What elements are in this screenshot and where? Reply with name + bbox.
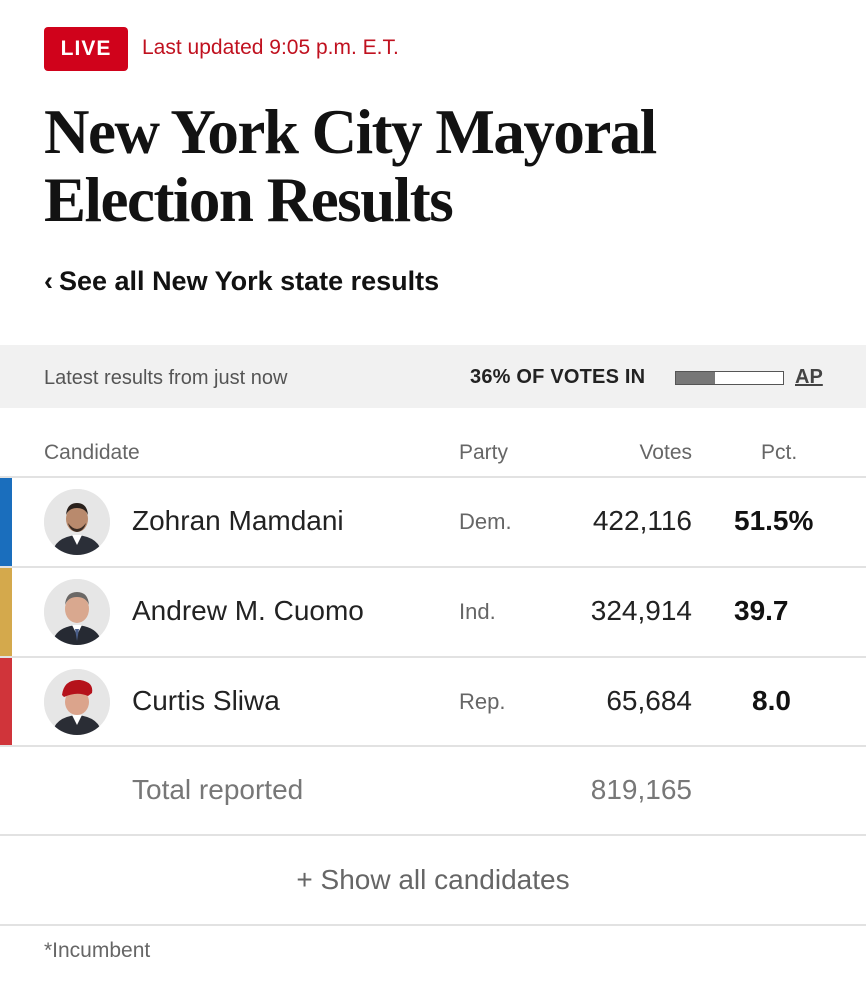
candidate-votes: 65,684 <box>606 685 692 716</box>
votes-in-text: 36% OF VOTES IN <box>470 366 646 388</box>
status-bar: Latest results from just now 36% OF VOTE… <box>0 345 866 408</box>
column-header-votes: Votes <box>639 441 692 464</box>
table-row: Zohran Mamdani Dem. 422,116 51.5% <box>0 478 866 566</box>
table-divider <box>0 834 866 836</box>
live-badge: LIVE <box>44 27 128 71</box>
votes-progress-fill <box>676 372 715 384</box>
candidate-party: Rep. <box>459 689 506 714</box>
candidate-pct: 39.7 <box>734 595 789 626</box>
candidate-pct: 8.0 <box>752 685 791 716</box>
show-all-candidates-button[interactable]: + Show all candidates <box>296 864 570 895</box>
total-reported-label: Total reported <box>132 774 304 805</box>
avatar <box>44 669 110 735</box>
column-header-party: Party <box>459 441 509 464</box>
table-divider <box>0 745 866 747</box>
last-updated: Last updated 9:05 p.m. E.T. <box>142 36 399 59</box>
table-row: Curtis Sliwa Rep. 65,684 8.0 <box>0 658 866 746</box>
latest-results-text: Latest results from just now <box>44 367 288 389</box>
avatar <box>44 579 110 645</box>
candidate-votes: 324,914 <box>590 595 692 626</box>
total-reported-votes: 819,165 <box>590 774 692 805</box>
column-header-pct: Pct. <box>761 441 798 464</box>
column-header-candidate: Candidate <box>44 441 140 464</box>
candidate-name: Andrew M. Cuomo <box>132 595 364 626</box>
table-divider <box>0 924 866 926</box>
table-row: Andrew M. Cuomo Ind. 324,914 39.7 <box>0 568 866 656</box>
title-line-1: New York City Mayoral <box>44 97 657 167</box>
party-color-stripe <box>0 478 12 566</box>
avatar <box>44 489 110 555</box>
title-line-2: Election Results <box>44 165 454 235</box>
ap-source-link[interactable]: AP <box>795 366 823 388</box>
chevron-left-icon: ‹ <box>44 266 53 296</box>
table-divider <box>0 566 866 568</box>
candidate-votes: 422,116 <box>592 505 692 536</box>
votes-progress-bar <box>675 371 784 385</box>
party-color-stripe <box>0 568 12 656</box>
table-divider <box>0 656 866 658</box>
party-color-stripe <box>0 658 12 746</box>
state-results-link[interactable]: ‹ See all New York state results <box>44 266 439 297</box>
candidate-party: Ind. <box>459 599 496 624</box>
candidate-party: Dem. <box>459 509 512 534</box>
candidate-pct: 51.5% <box>734 505 814 536</box>
table-divider <box>0 476 866 478</box>
state-results-link-label: See all New York state results <box>59 266 440 296</box>
incumbent-footnote: *Incumbent <box>44 939 151 962</box>
candidate-name: Zohran Mamdani <box>132 505 344 536</box>
candidate-name: Curtis Sliwa <box>132 685 280 716</box>
page-title: New York City Mayoral Election Results <box>44 98 744 234</box>
